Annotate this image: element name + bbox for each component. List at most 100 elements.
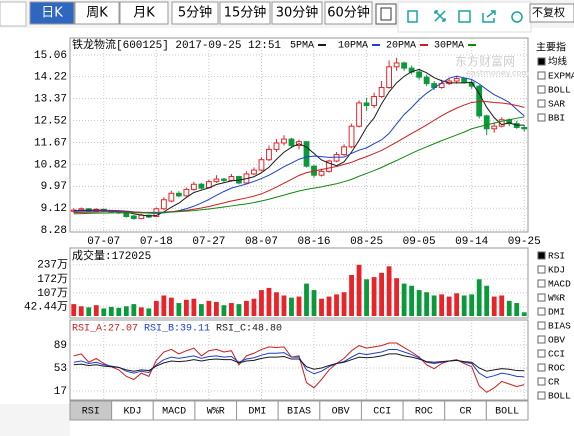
- checkbox[interactable]: [537, 279, 546, 288]
- checkbox[interactable]: [537, 99, 546, 108]
- candle-body: [190, 183, 197, 190]
- volume-bar: [161, 295, 167, 316]
- candle-body: [213, 178, 220, 183]
- checkbox[interactable]: [537, 349, 546, 358]
- volume-bar: [506, 300, 512, 316]
- candle-body: [348, 125, 355, 148]
- tab[interactable]: [271, 1, 323, 25]
- tab-label: 60分钟: [327, 5, 370, 21]
- watermark-sub: eastmoney.com: [466, 69, 529, 78]
- y-tick-label: 237万: [37, 259, 68, 272]
- candle-body: [183, 188, 190, 197]
- checkbox[interactable]: [537, 307, 546, 316]
- x-tick-label: 09-14: [455, 236, 488, 248]
- rsi-line: [73, 353, 525, 372]
- candle-body: [228, 176, 235, 181]
- candle-body: [461, 77, 468, 83]
- candle-body: [318, 170, 325, 176]
- volume-bar: [499, 295, 505, 316]
- candle-body: [266, 148, 272, 161]
- tab[interactable]: [29, 1, 75, 25]
- checkbox[interactable]: [537, 321, 546, 330]
- volume-bar: [86, 307, 92, 316]
- volume-bar: [401, 283, 407, 316]
- checkbox[interactable]: [537, 363, 546, 372]
- checkbox[interactable]: [537, 113, 546, 122]
- indicator-option: BOLL: [548, 85, 571, 96]
- candle-body: [273, 142, 280, 150]
- tool-icons: [407, 10, 523, 23]
- indicator-tab-label: KDJ: [123, 407, 141, 418]
- y-tick-label: 8.28: [41, 225, 67, 237]
- icon-share[interactable]: [482, 10, 496, 23]
- checkbox[interactable]: [537, 251, 546, 260]
- checkbox[interactable]: [537, 265, 546, 274]
- y-tick-label: 53: [54, 363, 67, 375]
- volume-bar: [514, 303, 520, 316]
- tab[interactable]: [119, 1, 169, 25]
- y-tick-label: 15.06: [34, 50, 67, 62]
- candle-body: [198, 183, 205, 189]
- volume-bar: [101, 308, 107, 316]
- volume-bar: [266, 287, 272, 316]
- checkbox[interactable]: [537, 85, 546, 94]
- tab-label: 5分钟: [178, 5, 212, 21]
- x-tick-label: 09-05: [403, 236, 436, 248]
- ma-line: [73, 68, 525, 217]
- tab[interactable]: [324, 1, 373, 25]
- candle-body: [483, 115, 490, 130]
- checkbox[interactable]: [537, 377, 546, 386]
- indicator-tab[interactable]: [485, 400, 529, 421]
- checkbox[interactable]: [537, 293, 546, 302]
- icon: [380, 7, 392, 21]
- checkbox[interactable]: [537, 57, 546, 66]
- icon-settings[interactable]: [511, 11, 523, 23]
- icon-fullscreen[interactable]: [434, 10, 446, 22]
- adjust-label: 不复权: [532, 5, 565, 19]
- tool-panel: [397, 1, 532, 33]
- checkbox[interactable]: [537, 391, 546, 400]
- volume-bar: [334, 294, 339, 316]
- icon-copy[interactable]: [407, 10, 418, 23]
- indicator-option: OBV: [548, 335, 565, 346]
- tab[interactable]: [74, 1, 120, 25]
- volume-bar: [356, 264, 362, 316]
- icon-button[interactable]: [375, 3, 397, 25]
- adjust-select[interactable]: [529, 3, 574, 23]
- indicator-tab-label: RSI: [82, 407, 100, 418]
- volume-bar: [454, 293, 460, 316]
- indicator-tab-label: OBV: [332, 407, 350, 418]
- candle-body: [281, 138, 287, 144]
- volume-bar: [146, 308, 152, 316]
- candle-body: [221, 178, 227, 181]
- candle-body: [386, 66, 393, 88]
- legend-label: RSI_B:39.11: [144, 324, 210, 335]
- y-tick-label: 13.37: [34, 93, 67, 105]
- volume-bar: [251, 298, 257, 316]
- indicator-option: SAR: [548, 99, 565, 110]
- indicator-option: CCI: [548, 349, 565, 360]
- indicator-option: CR: [548, 377, 560, 388]
- tab[interactable]: [171, 1, 219, 25]
- volume-bar: [289, 297, 294, 316]
- indicator-option: KDJ: [548, 265, 565, 276]
- candle-body: [423, 76, 430, 85]
- indicator-tab-label: CR: [460, 407, 472, 418]
- volume-bar: [296, 296, 302, 316]
- checkbox[interactable]: [537, 335, 546, 344]
- volume-bar: [476, 279, 482, 316]
- watermark: 东方财富网: [455, 54, 515, 69]
- volume-bar: [409, 285, 415, 316]
- side-title: 主要指: [536, 41, 566, 55]
- indicator-option: DMI: [548, 307, 565, 318]
- icon-save[interactable]: [458, 10, 471, 23]
- tab[interactable]: [219, 1, 271, 25]
- y-tick-label: 17: [54, 386, 67, 398]
- checkbox[interactable]: [537, 71, 546, 80]
- indicator-option: MACD: [548, 279, 571, 290]
- candle-body: [401, 62, 408, 69]
- candle-body: [453, 77, 460, 82]
- tab-label: 日K: [41, 6, 63, 21]
- toolbar-edge: [0, 1, 27, 27]
- indicator-option: BOLL: [548, 391, 571, 402]
